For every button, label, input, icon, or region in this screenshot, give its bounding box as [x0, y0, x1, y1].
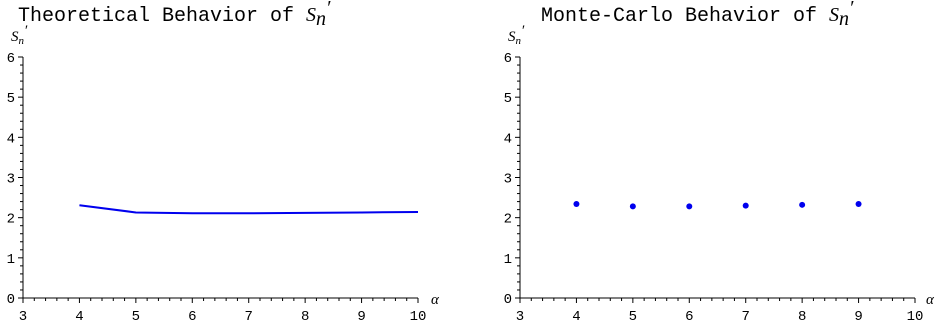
y-tick-label: 0 — [7, 292, 15, 308]
tick-group: 3 4 5 6 7 8 9 10 0 1 2 3 4 5 6 — [7, 51, 427, 325]
y-tick-label: 1 — [504, 252, 512, 268]
x-tick-label: 5 — [132, 309, 140, 325]
x-tick-label: 10 — [907, 309, 924, 325]
y-tick-label: 5 — [504, 91, 512, 107]
y-tick-label: 3 — [504, 172, 512, 188]
x-tick-label: 9 — [357, 309, 365, 325]
theoretical-chart: Theoretical Behavior of Sn′ Sn′ α 3 4 5 6 7 8… — [7, 0, 440, 325]
data-point — [573, 201, 580, 208]
x-tick-label: 10 — [410, 309, 427, 325]
y-tick-label: 6 — [504, 51, 512, 67]
x-tick-label: 8 — [798, 309, 806, 325]
x-tick-label: 4 — [75, 309, 83, 325]
data-point — [742, 202, 749, 209]
y-tick-label: 0 — [504, 292, 512, 308]
x-tick-label: 3 — [19, 309, 27, 325]
monte-carlo-chart: Monte-Carlo Behavior of Sn′ Sn′ α 3 4 5 6 7 8… — [504, 0, 935, 325]
y-tick-label: 4 — [7, 131, 15, 147]
y-tick-label: 2 — [7, 212, 15, 228]
chart-title: Theoretical Behavior of Sn′ — [18, 0, 331, 30]
y-tick-label: 3 — [7, 172, 15, 188]
data-point — [799, 201, 806, 208]
data-point — [855, 201, 862, 208]
chart-title: Monte-Carlo Behavior of Sn′ — [541, 0, 854, 30]
x-tick-label: 8 — [301, 309, 309, 325]
series-line — [79, 204, 419, 215]
x-tick-label: 7 — [742, 309, 750, 325]
x-tick-label: 9 — [854, 309, 862, 325]
data-point — [629, 203, 636, 210]
x-tick-label: 3 — [516, 309, 524, 325]
x-tick-label: 7 — [245, 309, 253, 325]
tick-group: 3 4 5 6 7 8 9 10 0 1 2 3 4 5 6 — [504, 51, 924, 325]
y-tick-label: 1 — [7, 252, 15, 268]
x-tick-label: 5 — [629, 309, 637, 325]
data-point — [686, 203, 693, 210]
y-tick-label: 5 — [7, 91, 15, 107]
x-axis-label: α — [926, 292, 935, 308]
y-axis-label: Sn′ — [508, 23, 525, 47]
y-tick-label: 6 — [7, 51, 15, 67]
series-group — [573, 201, 862, 210]
x-tick-label: 6 — [685, 309, 693, 325]
y-tick-label: 2 — [504, 212, 512, 228]
x-tick-label: 4 — [572, 309, 580, 325]
y-axis-label: Sn′ — [11, 23, 28, 47]
x-tick-label: 6 — [188, 309, 196, 325]
series-group — [79, 204, 419, 215]
y-tick-label: 4 — [504, 131, 512, 147]
x-axis-label: α — [431, 292, 440, 308]
